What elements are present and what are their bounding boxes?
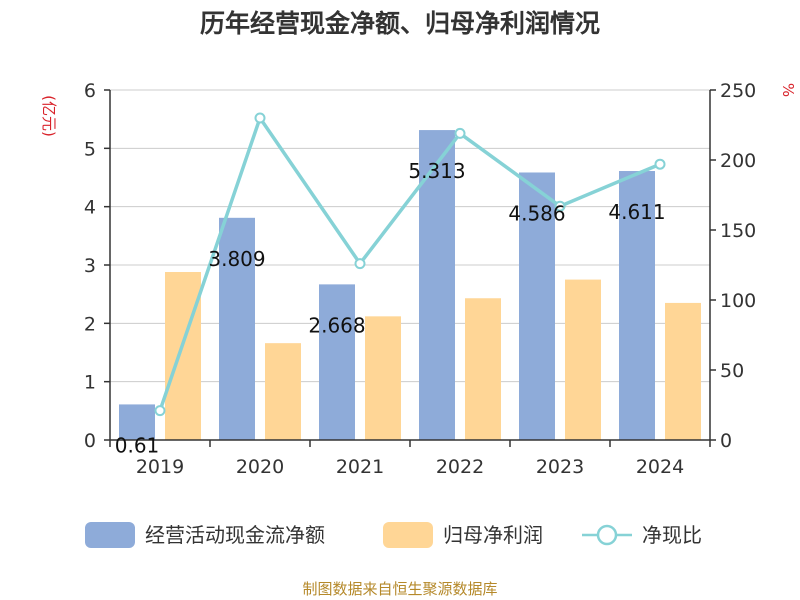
x-tick-label: 2023: [536, 456, 584, 478]
bar-data-label: 3.809: [208, 247, 265, 271]
chart-title: 历年经营现金净额、归母净利润情况: [200, 9, 600, 38]
legend-item[interactable]: 归母净利润: [383, 522, 543, 548]
left-tick-label: 2: [84, 313, 96, 335]
ratio-line-path: [158, 114, 661, 412]
ratio-point: [454, 127, 466, 139]
axes: 0 1 2 3 4 5 6 0 50 100 150 200 250 2019 2020 2021 2022 20…: [84, 80, 756, 478]
right-tick-label: 50: [720, 360, 744, 382]
bar-cashflow: [519, 172, 555, 440]
bar-cashflow: [119, 404, 155, 440]
ratio-point: [354, 258, 366, 270]
bar-cashflow: [319, 284, 355, 440]
left-tick-label: 4: [84, 197, 96, 219]
bar-netprofit: [665, 302, 701, 440]
bar-data-label: 2.668: [308, 313, 365, 337]
left-axis-unit: (亿元): [40, 95, 58, 137]
left-tick-label: 6: [84, 80, 96, 102]
x-tick-label: 2021: [336, 456, 384, 478]
ratio-point: [654, 158, 666, 170]
bar-data-label: 5.313: [408, 159, 465, 183]
bar-netprofit: [365, 316, 401, 440]
bar-netprofit: [465, 298, 501, 440]
source-note: 制图数据来自恒生聚源数据库: [302, 580, 497, 598]
x-tick-label: 2024: [636, 456, 684, 478]
legend-item[interactable]: 经营活动现金流净额: [85, 522, 325, 548]
right-tick-label: 100: [720, 290, 756, 312]
right-tick-label: 150: [720, 220, 756, 242]
legend-swatch: [85, 522, 135, 548]
legend-label: 净现比: [642, 523, 702, 547]
bar-netprofit: [565, 279, 601, 440]
bar-netprofit: [165, 272, 201, 440]
bars: [119, 130, 701, 440]
ratio-point: [254, 112, 266, 124]
ratio-line: [154, 112, 666, 417]
ratio-point: [154, 405, 166, 417]
x-tick-label: 2022: [436, 456, 484, 478]
legend: 经营活动现金流净额 归母净利润 净现比: [85, 522, 702, 548]
right-tick-label: 200: [720, 150, 756, 172]
left-tick-label: 0: [84, 430, 96, 452]
data-labels: 0.61 3.809 2.668 5.313 4.586 4.611: [115, 159, 666, 457]
bar-cashflow: [219, 217, 255, 440]
left-tick-label: 1: [84, 372, 96, 394]
x-tick-label: 2019: [136, 456, 184, 478]
right-axis-unit: %: [779, 83, 797, 97]
legend-label: 归母净利润: [443, 523, 543, 547]
x-tick-label: 2020: [236, 456, 284, 478]
bar-data-label: 4.586: [508, 201, 565, 225]
bar-cashflow: [619, 171, 655, 440]
bar-netprofit: [265, 343, 301, 440]
ratio-point: [554, 200, 566, 212]
left-tick-label: 3: [84, 255, 96, 277]
legend-label: 经营活动现金流净额: [145, 523, 325, 547]
legend-item[interactable]: 净现比: [582, 523, 702, 547]
legend-marker: [596, 524, 618, 546]
bar-data-label: 0.61: [115, 433, 160, 457]
left-tick-label: 5: [84, 138, 96, 160]
legend-swatch: [383, 522, 433, 548]
right-tick-label: 250: [720, 80, 756, 102]
bar-data-label: 4.611: [608, 200, 665, 224]
right-tick-label: 0: [720, 430, 732, 452]
